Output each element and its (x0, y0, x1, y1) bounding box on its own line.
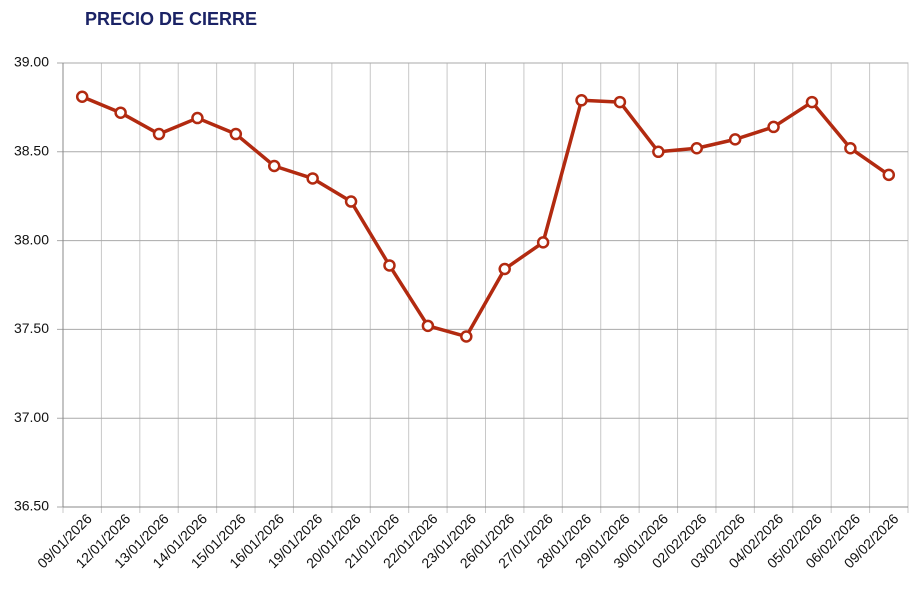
y-tick-label: 37.50 (14, 320, 49, 336)
marker (306, 172, 319, 185)
chart-title: PRECIO DE CIERRE (85, 9, 257, 29)
marker (75, 90, 89, 103)
marker (114, 106, 127, 119)
marker (344, 195, 358, 208)
marker (767, 120, 780, 134)
marker (575, 94, 588, 107)
marker (882, 168, 896, 182)
marker (152, 127, 166, 141)
line (81, 95, 890, 339)
marker (229, 127, 243, 141)
marker (536, 236, 550, 249)
marker (805, 95, 819, 109)
y-tick-label: 37.00 (14, 409, 49, 425)
marker (728, 133, 742, 146)
y-tick-label: 38.00 (14, 231, 49, 247)
marker (191, 111, 204, 125)
marker (498, 262, 511, 276)
marker (383, 259, 396, 272)
marker (690, 141, 703, 155)
marker (613, 95, 627, 109)
marker (844, 141, 857, 155)
y-tick-label: 36.50 (14, 498, 49, 514)
marker (460, 330, 473, 343)
marker (268, 159, 281, 173)
y-tick-label: 38.50 (14, 143, 49, 159)
marker (421, 319, 435, 333)
y-tick-label: 39.00 (14, 54, 49, 70)
marker (652, 145, 665, 159)
